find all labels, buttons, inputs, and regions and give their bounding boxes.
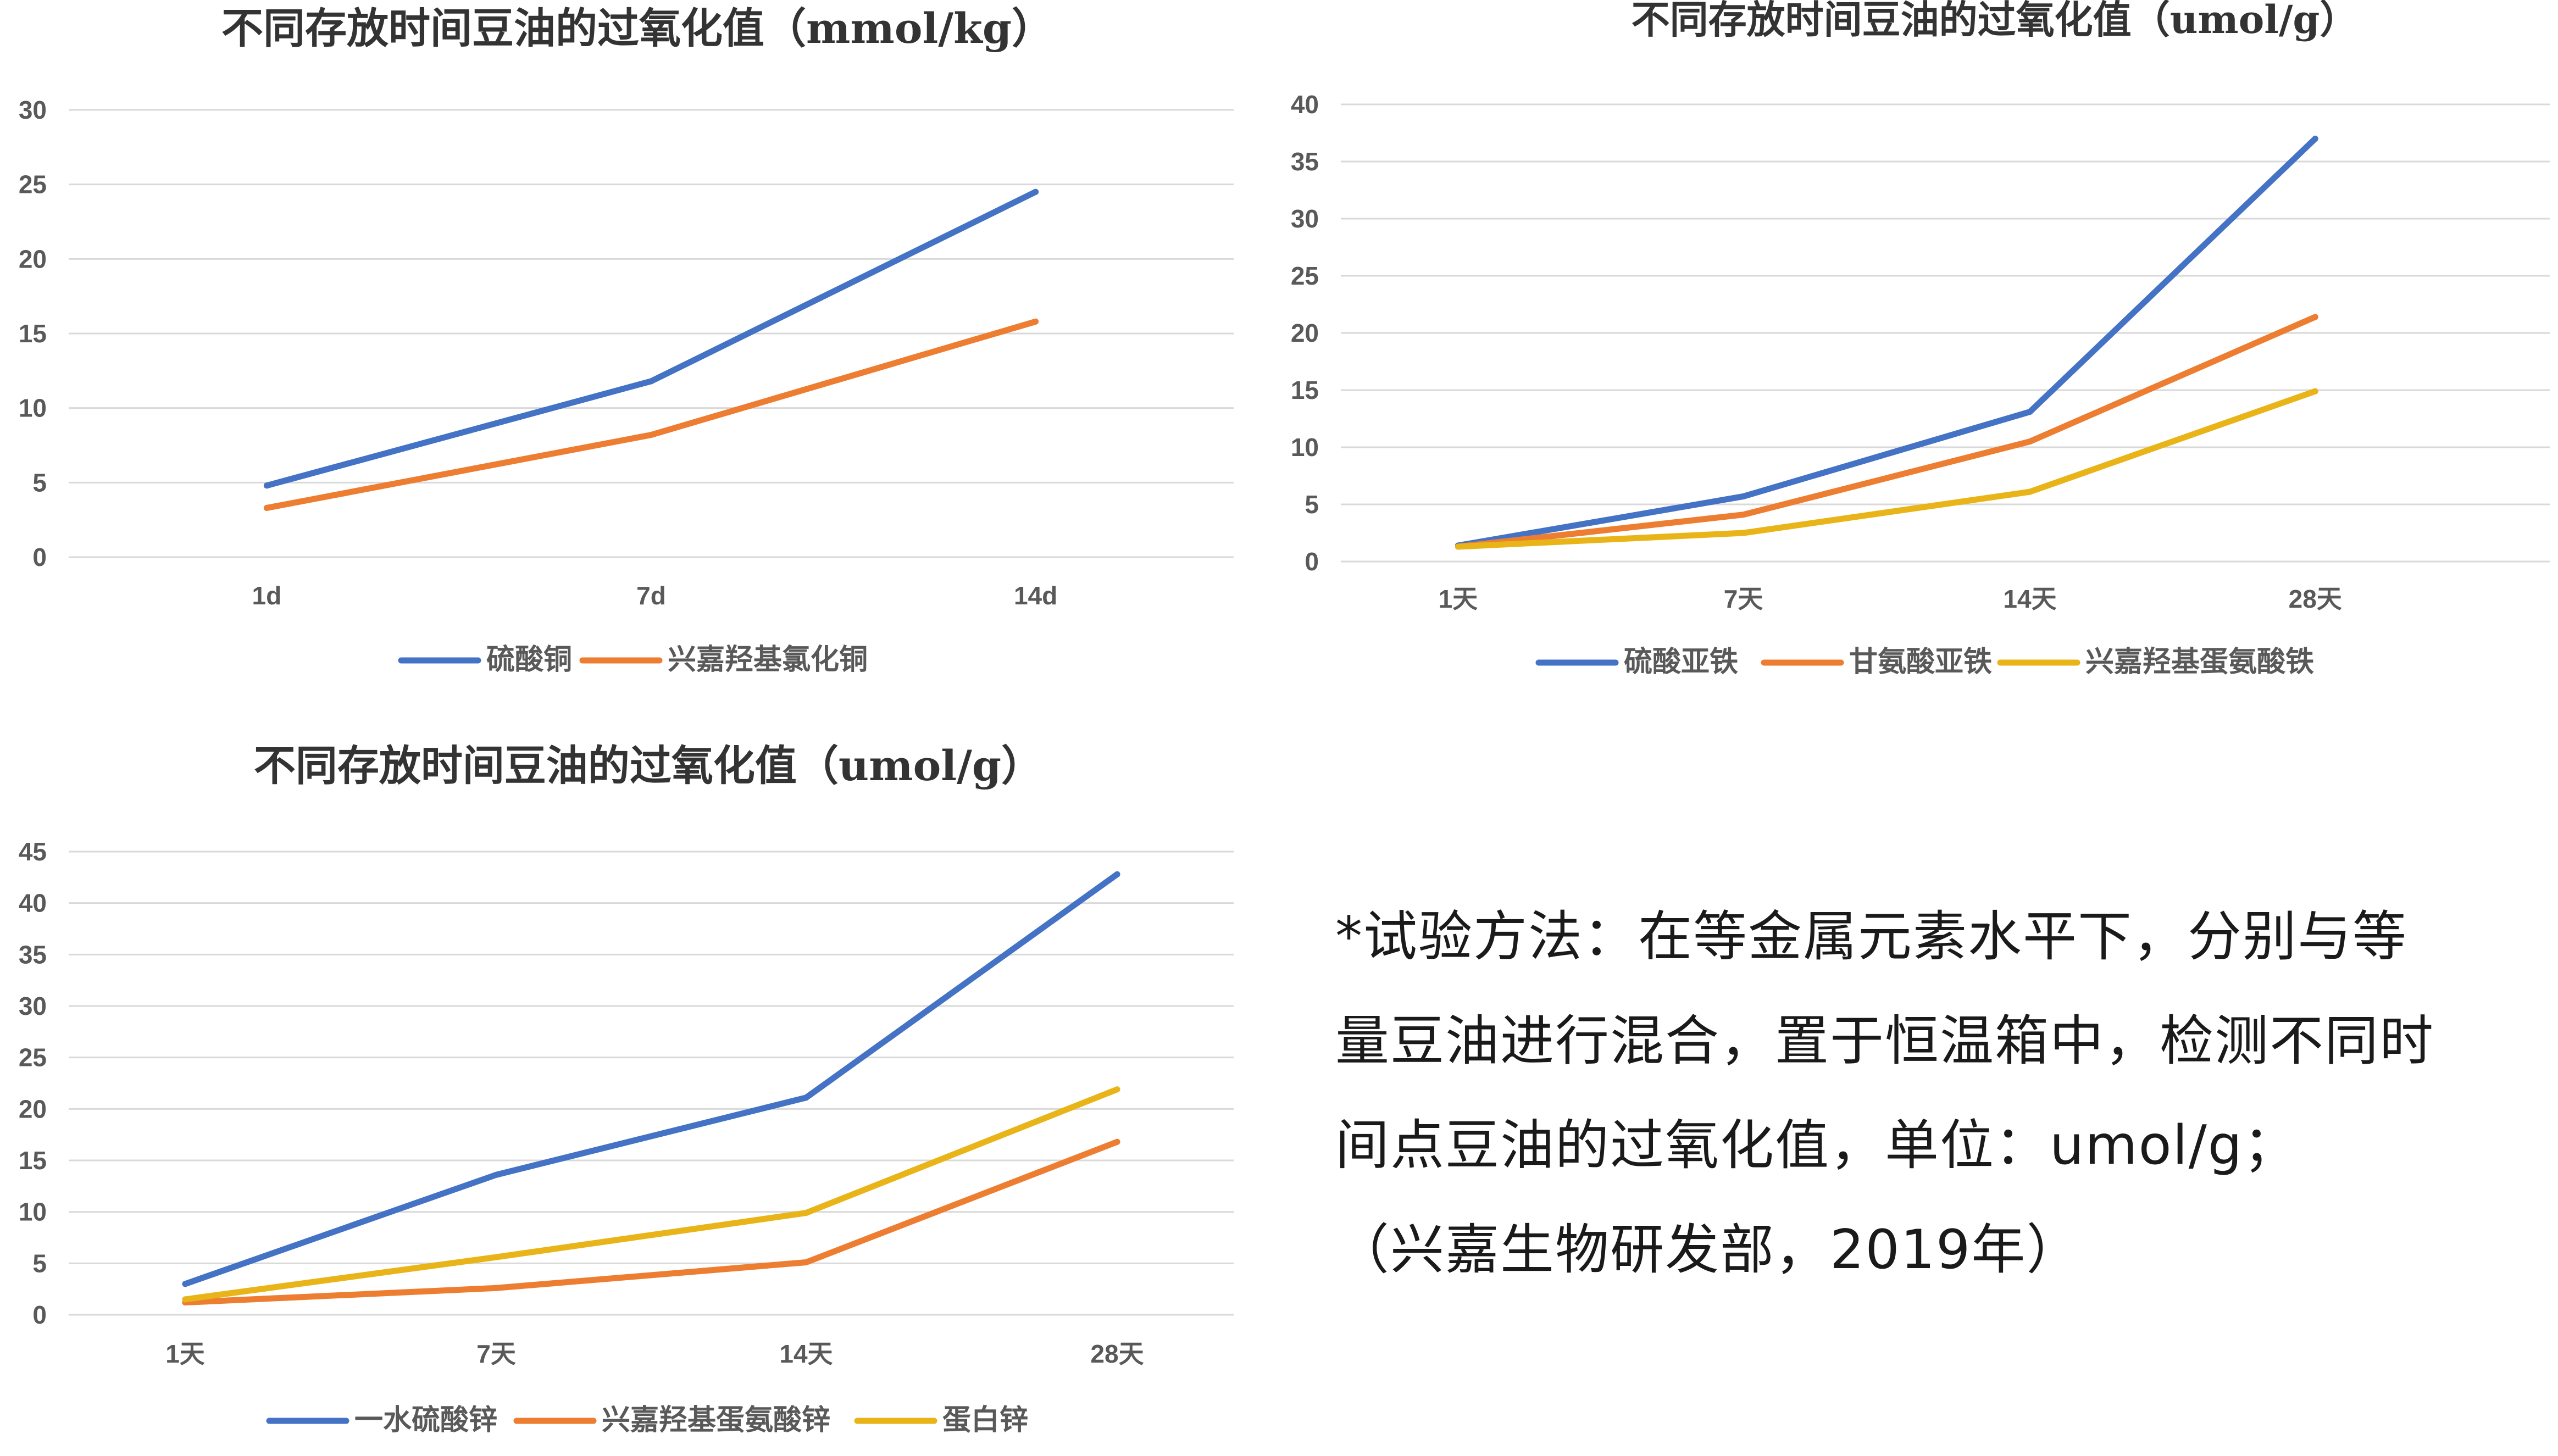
copper-y-tick-label: 15 xyxy=(19,319,47,348)
zinc-x-tick-label: 28天 xyxy=(1090,1340,1144,1368)
zinc-legend-label-1: 一水硫酸锌 xyxy=(354,1403,497,1437)
note-line-1: *试验方法：在等金属元素水平下，分别与等 xyxy=(1335,905,2408,968)
zinc-x-tick-label: 14天 xyxy=(779,1340,833,1368)
iron-y-tick-label: 0 xyxy=(1305,547,1319,576)
iron-y-tick-label: 40 xyxy=(1291,90,1319,119)
zinc-x-tick-label: 1天 xyxy=(165,1340,205,1368)
zinc-y-tick-label: 0 xyxy=(32,1301,47,1329)
zinc-y-tick-label: 25 xyxy=(19,1043,47,1072)
zinc-y-tick-label: 10 xyxy=(19,1198,47,1226)
iron-series-line-2 xyxy=(1455,314,2318,550)
iron-y-tick-label: 35 xyxy=(1291,147,1319,176)
chart-copper: 不同存放时间豆油的过氧化值（mmol/kg） 0 5 10 15 20 25 30 1d 7d 14… xyxy=(0,0,1264,714)
zinc-data-point xyxy=(493,1171,500,1178)
note-line-3: 间点豆油的过氧化值，单位：umol/g； xyxy=(1335,1114,2298,1177)
iron-data-point xyxy=(1740,530,1747,536)
iron-x-tick-label: 28天 xyxy=(2289,585,2342,613)
iron-data-point xyxy=(2312,314,2318,320)
iron-y-tick-label: 5 xyxy=(1305,490,1319,519)
zinc-legend-label-3: 蛋白锌 xyxy=(942,1403,1028,1437)
zinc-data-point xyxy=(493,1254,500,1260)
iron-y-tick-label: 20 xyxy=(1291,319,1319,347)
zinc-data-point xyxy=(182,1296,188,1303)
chart-copper-svg: 不同存放时间豆油的过氧化值（mmol/kg） 0 5 10 15 20 25 30 1d 7d 14… xyxy=(19,4,1234,676)
iron-legend-label-2: 甘氨酸亚铁 xyxy=(1849,645,1992,679)
zinc-data-point xyxy=(493,1285,500,1291)
method-note: *试验方法：在等金属元素水平下，分别与等 量豆油进行混合，置于恒温箱中，检测不同… xyxy=(1335,885,2533,1302)
note-line-2: 量豆油进行混合，置于恒温箱中，检测不同时 xyxy=(1335,1010,2435,1072)
copper-legend-label-2: 兴嘉羟基氯化铜 xyxy=(668,643,868,676)
zinc-data-point xyxy=(803,1094,809,1101)
zinc-y-tick-label: 45 xyxy=(19,837,47,866)
chart-iron: 不同存放时间豆油的过氧化值（umol/g） 0 5 10 15 20 25 30 35 40 1天 7… xyxy=(0,0,2558,714)
zinc-data-point xyxy=(803,1259,809,1265)
copper-data-point xyxy=(1033,188,1039,195)
zinc-data-point xyxy=(803,1210,809,1216)
chart-zinc-svg: 不同存放时间豆油的过氧化值（umol/g） 0 5 10 15 20 25 30 35 40 45 1… xyxy=(19,741,1234,1437)
copper-data-point xyxy=(648,378,654,385)
zinc-y-tick-label: 35 xyxy=(19,940,47,969)
zinc-y-tick-label: 15 xyxy=(19,1146,47,1175)
zinc-y-tick-label: 5 xyxy=(32,1249,47,1277)
iron-data-point xyxy=(1740,512,1747,518)
zinc-chart-title: 不同存放时间豆油的过氧化值（umol/g） xyxy=(254,741,1043,790)
iron-x-tick-label: 1天 xyxy=(1439,585,1478,613)
copper-data-point xyxy=(263,482,270,489)
copper-chart-title: 不同存放时间豆油的过氧化值（mmol/kg） xyxy=(221,4,1053,53)
copper-x-tick-label: 7d xyxy=(636,581,666,610)
iron-y-tick-label: 10 xyxy=(1291,433,1319,462)
iron-data-point xyxy=(2027,488,2033,495)
zinc-x-tick-label: 7天 xyxy=(476,1340,516,1368)
copper-data-point xyxy=(648,432,654,438)
zinc-series-line-1 xyxy=(182,871,1120,1287)
zinc-data-point xyxy=(1114,1086,1120,1093)
zinc-y-tick-label: 40 xyxy=(19,889,47,918)
iron-x-tick-label: 14天 xyxy=(2003,585,2056,613)
copper-legend-label-1: 硫酸铜 xyxy=(486,643,572,676)
iron-y-tick-label: 15 xyxy=(1291,376,1319,404)
iron-x-tick-label: 7天 xyxy=(1724,585,1763,613)
iron-chart-title: 不同存放时间豆油的过氧化值（umol/g） xyxy=(1632,0,2359,42)
iron-series-line-1 xyxy=(1455,135,2318,549)
chart-iron-svg: 不同存放时间豆油的过氧化值（umol/g） 0 5 10 15 20 25 30 35 40 1天 7… xyxy=(1291,0,2550,679)
iron-data-point xyxy=(2312,135,2318,142)
copper-data-point xyxy=(263,504,270,511)
iron-legend-label-1: 硫酸亚铁 xyxy=(1624,645,1738,679)
copper-x-tick-label: 14d xyxy=(1014,581,1057,610)
zinc-y-tick-label: 20 xyxy=(19,1094,47,1123)
zinc-y-tick-label: 30 xyxy=(19,992,47,1020)
copper-y-tick-label: 10 xyxy=(19,394,47,423)
iron-data-point xyxy=(2312,388,2318,394)
zinc-legend-label-2: 兴嘉羟基蛋氨酸锌 xyxy=(602,1403,830,1437)
iron-data-point xyxy=(1740,493,1747,499)
iron-data-point xyxy=(2027,438,2033,445)
copper-y-tick-label: 0 xyxy=(32,543,47,571)
copper-y-tick-label: 30 xyxy=(19,96,47,124)
iron-y-tick-label: 30 xyxy=(1291,204,1319,233)
iron-data-point xyxy=(2027,409,2033,415)
chart-zinc: 不同存放时间豆油的过氧化值（umol/g） 0 5 10 15 20 25 30 35 40 45 1… xyxy=(0,0,1264,1456)
copper-y-tick-label: 20 xyxy=(19,244,47,273)
zinc-series-line-2 xyxy=(182,1138,1120,1306)
zinc-data-point xyxy=(182,1281,188,1287)
note-line-4: （兴嘉生物研发部，2019年） xyxy=(1335,1219,2082,1281)
zinc-data-point xyxy=(1114,1138,1120,1145)
copper-y-tick-label: 25 xyxy=(19,170,47,199)
zinc-data-point xyxy=(1114,871,1120,877)
zinc-series-line-3 xyxy=(182,1086,1120,1303)
copper-x-tick-label: 1d xyxy=(252,581,282,610)
iron-series-line-3 xyxy=(1455,388,2318,550)
iron-data-point xyxy=(1455,543,1461,550)
iron-y-tick-label: 25 xyxy=(1291,262,1319,290)
iron-legend-label-3: 兴嘉羟基蛋氨酸铁 xyxy=(2085,645,2314,679)
copper-data-point xyxy=(1033,318,1039,325)
copper-y-tick-label: 5 xyxy=(32,468,47,497)
